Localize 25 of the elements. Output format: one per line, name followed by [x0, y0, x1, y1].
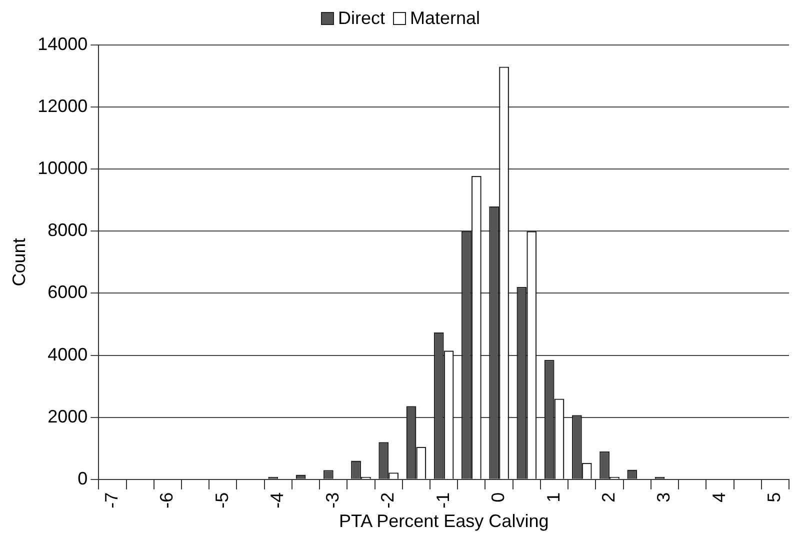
text: Maternal — [410, 8, 480, 29]
y-tick-label: 14000 — [38, 34, 88, 54]
x-tick-label: -3 — [322, 492, 342, 508]
x-axis-title: PTA Percent Easy Calving — [338, 511, 549, 532]
y-tick-label: 4000 — [48, 344, 88, 364]
y-axis-title: Count — [8, 238, 29, 286]
y-tick-label: 2000 — [48, 406, 88, 426]
x-tick-label: -2 — [378, 492, 398, 508]
x-tick-label: -6 — [156, 492, 177, 508]
x-tick-label: 3 — [654, 492, 674, 502]
y-tick-label: 12000 — [38, 96, 88, 116]
y-tick-label: 10000 — [38, 158, 88, 178]
y-tick-label: 6000 — [48, 282, 88, 302]
x-tick-label: 5 — [764, 492, 784, 502]
x-tick-label: 4 — [708, 492, 729, 502]
x-tick-label: -7 — [101, 492, 122, 508]
x-tick-label: 1 — [543, 492, 564, 502]
y-tick-label: 8000 — [48, 220, 88, 240]
x-tick-label: 2 — [598, 492, 618, 502]
y-tick-label: 0 — [78, 468, 88, 488]
x-tick-label: -1 — [432, 492, 453, 508]
x-tick-label: -4 — [267, 492, 288, 508]
legend-label: Direct — [338, 8, 385, 29]
x-tick-label: -5 — [212, 492, 232, 508]
x-tick-label: 0 — [488, 492, 508, 502]
